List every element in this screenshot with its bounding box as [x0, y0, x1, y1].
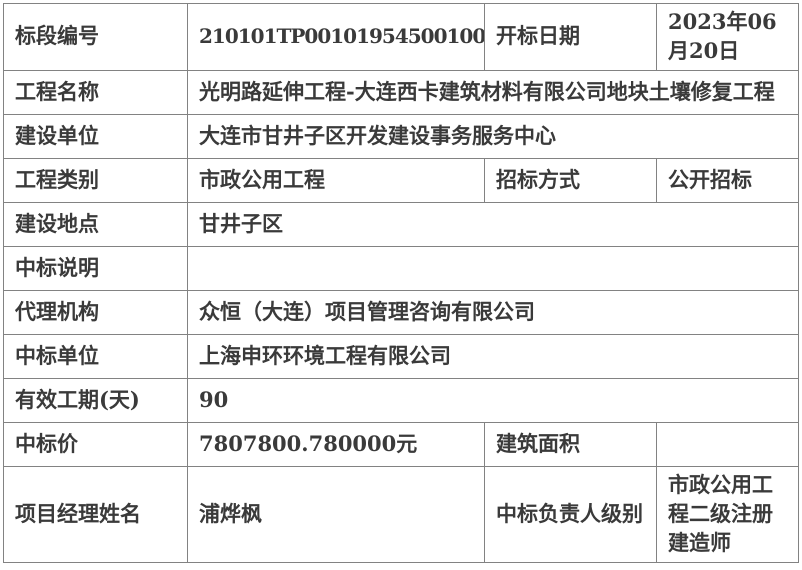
bid-open-date-value: 2023年06月20日 [656, 3, 799, 71]
project-category-label: 工程类别 [3, 157, 188, 203]
table-row-winning-bidder: 中标单位 上海申环环境工程有限公司 [3, 333, 799, 379]
table-row-award-note: 中标说明 [3, 245, 799, 291]
project-manager-label: 项目经理姓名 [3, 465, 188, 563]
building-area-label: 建筑面积 [484, 421, 657, 467]
table-row-construction-unit: 建设单位 大连市甘井子区开发建设事务服务中心 [3, 113, 799, 159]
winner-level-value: 市政公用工程二级注册建造师 [656, 465, 799, 563]
valid-duration-value: 90 [187, 377, 799, 423]
agency-value: 众恒（大连）项目管理咨询有限公司 [187, 289, 799, 335]
table-row-construction-site: 建设地点 甘井子区 [3, 201, 799, 247]
project-name-value: 光明路延伸工程-大连西卡建筑材料有限公司地块土壤修复工程 [187, 69, 799, 115]
project-category-value: 市政公用工程 [187, 157, 485, 203]
construction-site-label: 建设地点 [3, 201, 188, 247]
table-row-project-manager: 项目经理姓名 浦烨枫 中标负责人级别 市政公用工程二级注册建造师 [3, 465, 799, 563]
winning-bidder-value: 上海申环环境工程有限公司 [187, 333, 799, 379]
winning-price-label: 中标价 [3, 421, 188, 467]
winner-level-label: 中标负责人级别 [484, 465, 657, 563]
table-row-project-category: 工程类别 市政公用工程 招标方式 公开招标 [3, 157, 799, 203]
construction-unit-label: 建设单位 [3, 113, 188, 159]
valid-duration-label: 有效工期(天) [3, 377, 188, 423]
table-row-winning-price: 中标价 7807800.780000元 建筑面积 [3, 421, 799, 467]
winning-bidder-label: 中标单位 [3, 333, 188, 379]
bid-info-table: 标段编号 210101TP001019545001001 开标日期 2023年0… [3, 3, 799, 563]
section-number-value: 210101TP001019545001001 [187, 3, 485, 71]
construction-site-value: 甘井子区 [187, 201, 799, 247]
project-manager-value: 浦烨枫 [187, 465, 485, 563]
table-row-section-number: 标段编号 210101TP001019545001001 开标日期 2023年0… [3, 3, 799, 71]
construction-unit-value: 大连市甘井子区开发建设事务服务中心 [187, 113, 799, 159]
award-note-value [187, 245, 799, 291]
table-row-agency: 代理机构 众恒（大连）项目管理咨询有限公司 [3, 289, 799, 335]
award-note-label: 中标说明 [3, 245, 188, 291]
table-row-valid-duration: 有效工期(天) 90 [3, 377, 799, 423]
bidding-method-value: 公开招标 [656, 157, 799, 203]
project-name-label: 工程名称 [3, 69, 188, 115]
table-row-project-name: 工程名称 光明路延伸工程-大连西卡建筑材料有限公司地块土壤修复工程 [3, 69, 799, 115]
bidding-method-label: 招标方式 [484, 157, 657, 203]
building-area-value [656, 421, 799, 467]
agency-label: 代理机构 [3, 289, 188, 335]
winning-price-value: 7807800.780000元 [187, 421, 485, 467]
bid-open-date-label: 开标日期 [484, 3, 657, 71]
section-number-label: 标段编号 [3, 3, 188, 71]
